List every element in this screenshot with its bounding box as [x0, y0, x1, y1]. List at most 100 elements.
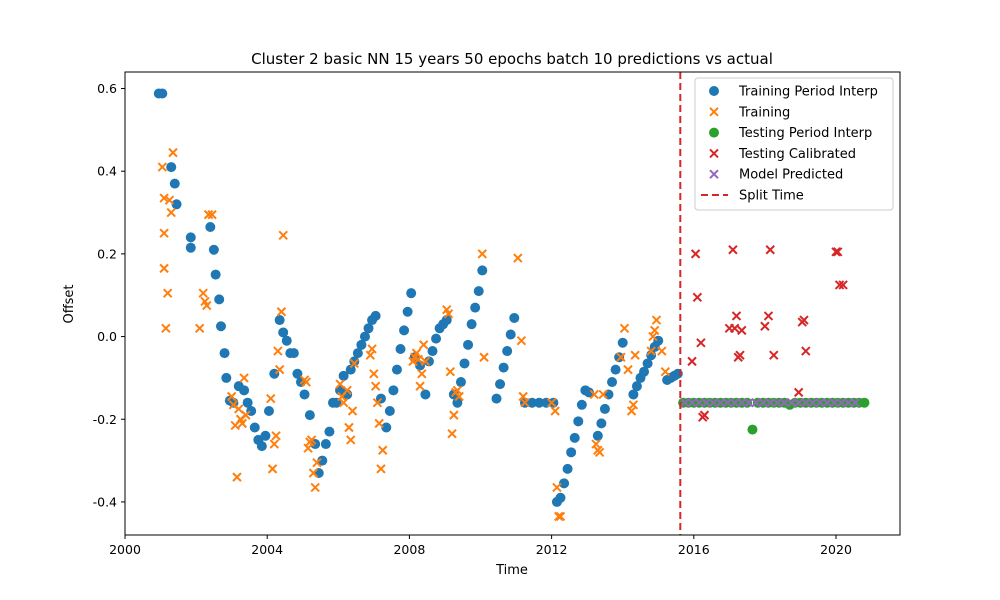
data-point	[793, 387, 804, 398]
data-point	[374, 418, 384, 429]
data-point	[799, 315, 809, 325]
data-point	[164, 195, 175, 205]
data-point	[202, 300, 212, 311]
data-point	[263, 405, 274, 416]
data-point	[352, 348, 363, 359]
data-point	[317, 455, 328, 466]
data-point	[420, 389, 431, 400]
data-point	[470, 302, 481, 313]
data-point	[801, 398, 811, 408]
data-point	[598, 389, 608, 400]
data-point	[242, 397, 253, 408]
data-point	[221, 372, 232, 383]
data-point	[304, 410, 315, 421]
data-point	[417, 369, 427, 379]
legend-entry-training-period-interp: Training Period Interp	[709, 85, 878, 100]
legend-label: Testing Period Interp	[738, 126, 872, 141]
data-point	[338, 398, 349, 408]
data-point	[455, 377, 466, 388]
data-point	[402, 306, 413, 317]
data-point	[619, 323, 630, 334]
legend-entry-training: Training	[709, 105, 790, 120]
data-point	[731, 311, 742, 321]
legend-box	[694, 77, 894, 211]
data-point	[226, 391, 237, 402]
data-point	[617, 337, 628, 348]
data-point	[381, 422, 392, 433]
chart-title: Cluster 2 basic NN 15 years 50 epochs ba…	[251, 50, 773, 68]
data-point	[463, 339, 474, 350]
data-point	[310, 482, 320, 493]
data-point	[159, 228, 169, 238]
legend-label: Model Predicted	[739, 168, 843, 183]
data-point	[680, 398, 690, 408]
data-point	[370, 381, 381, 391]
data-point	[660, 367, 671, 377]
data-point	[859, 397, 870, 408]
data-point	[288, 348, 299, 359]
data-point	[260, 430, 271, 441]
data-point	[596, 418, 607, 429]
data-point	[239, 385, 250, 396]
data-point	[491, 393, 502, 404]
data-point	[548, 397, 559, 408]
legend-marker	[709, 107, 719, 117]
data-point	[765, 245, 775, 255]
legend-label: Training Period Interp	[738, 85, 878, 100]
data-point	[346, 435, 356, 445]
legend-label: Split Time	[739, 189, 804, 204]
data-point	[356, 339, 367, 350]
y-axis: -0.4 -0.2 0.0 0.2 0.4 0.6	[93, 81, 125, 509]
data-point	[344, 422, 354, 433]
data-point	[699, 410, 710, 420]
data-point	[576, 399, 587, 410]
data-point	[715, 398, 726, 408]
data-point	[623, 364, 633, 375]
data-point	[630, 350, 640, 360]
data-point	[692, 292, 703, 303]
data-point	[649, 325, 660, 336]
legend-label: Training	[738, 105, 790, 120]
data-point	[477, 249, 487, 259]
data-point	[208, 244, 219, 255]
data-point	[808, 398, 818, 408]
data-point	[308, 468, 319, 478]
data-point	[185, 232, 196, 243]
x-axis-label: Time	[495, 563, 528, 578]
data-point	[274, 364, 285, 375]
data-point	[838, 280, 848, 290]
data-point	[443, 309, 454, 319]
data-point	[631, 381, 642, 392]
data-point	[614, 352, 625, 363]
data-point	[256, 441, 267, 452]
data-point	[729, 398, 740, 408]
data-point	[391, 364, 402, 375]
data-point	[495, 379, 506, 390]
data-point	[198, 288, 208, 298]
data-point	[274, 315, 285, 326]
y-tick-label: 0.2	[97, 246, 117, 261]
data-point	[722, 398, 733, 408]
data-point	[324, 426, 335, 437]
data-point	[345, 364, 356, 375]
data-point	[744, 398, 754, 408]
data-point	[690, 249, 701, 259]
data-point	[210, 269, 221, 280]
data-point	[166, 207, 176, 218]
data-point	[701, 398, 711, 408]
data-point	[292, 368, 303, 379]
data-point	[418, 340, 429, 350]
data-point	[779, 398, 790, 408]
data-point	[399, 325, 410, 336]
data-point	[445, 367, 455, 377]
data-point	[249, 422, 260, 433]
data-point	[369, 369, 379, 379]
data-point	[301, 377, 312, 387]
data-point	[628, 400, 639, 410]
data-point	[672, 368, 683, 379]
data-point	[833, 247, 843, 257]
data-point	[742, 397, 753, 408]
data-point	[772, 398, 783, 408]
data-point	[232, 472, 242, 482]
data-point	[423, 356, 434, 367]
